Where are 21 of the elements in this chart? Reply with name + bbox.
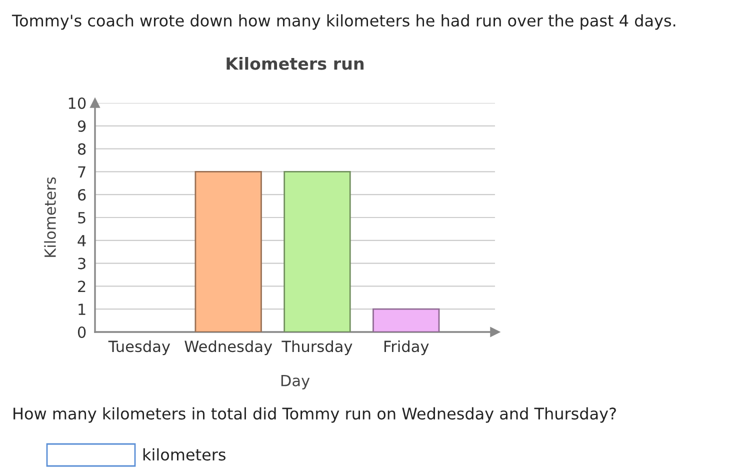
text: kilometers: [143, 448, 226, 461]
y-axis-title: Kilometers: [44, 177, 56, 257]
x-axis-title: Day: [281, 375, 310, 390]
x-tick-label: Thursday: [282, 340, 352, 356]
x-tick-label: Wednesday: [184, 340, 272, 356]
y-tick-label: 2: [78, 280, 86, 292]
y-tick-label: 0: [78, 326, 86, 338]
x-tick-label: Tuesday: [108, 340, 170, 356]
y-tick-label: 7: [78, 166, 86, 178]
y-tick-label: 3: [78, 258, 86, 270]
y-tick-label: 4: [78, 235, 86, 246]
y-tick-label: 9: [78, 120, 86, 132]
y-tick-label: 1: [78, 304, 86, 315]
y-tick-label: 5: [78, 212, 86, 224]
chart-title: Kilometers run: [226, 57, 364, 70]
y-tick-label: 6: [78, 189, 86, 201]
x-tick-label: Friday: [384, 340, 429, 356]
text: How many kilometers in total did Tommy run on Wednesday and Thursday?: [14, 407, 616, 423]
y-tick-label: 10: [68, 97, 86, 110]
y-tick-label: 8: [78, 143, 86, 155]
text: Tommy's coach wrote down how many kilometers he had run over the past 4 days.: [12, 14, 676, 30]
